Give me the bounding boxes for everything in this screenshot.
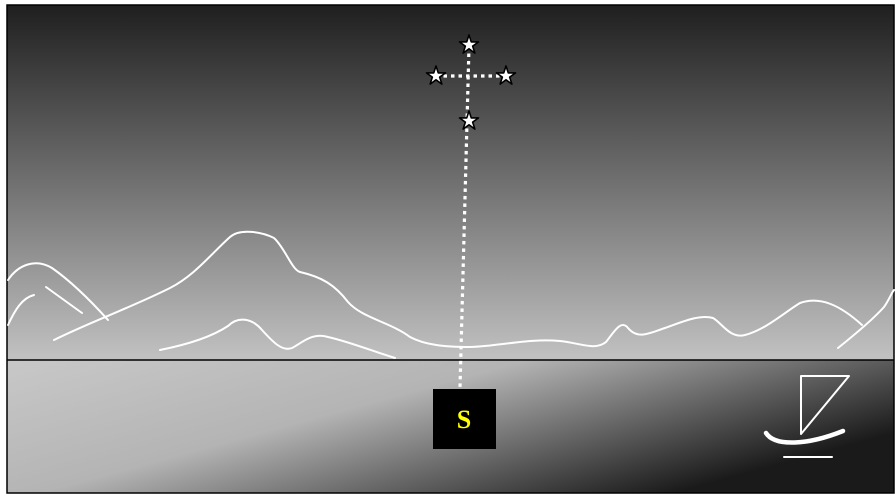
star-icon [425, 65, 447, 85]
pointer-line [458, 45, 471, 389]
star-icon [458, 34, 480, 54]
sky [7, 5, 894, 361]
mountain-front-hills [159, 318, 396, 359]
mountain-left-slope [45, 286, 83, 314]
boat-hull [763, 428, 846, 445]
mountain-lines [7, 230, 895, 359]
south-marker-box [433, 389, 496, 449]
mountain-left-peak [7, 262, 109, 321]
southern-cross-icon [425, 34, 517, 130]
south-marker-label: S [457, 405, 471, 434]
star-icon [458, 110, 480, 130]
star-icon [495, 65, 517, 85]
boat-sail [800, 375, 850, 435]
mountain-right-edge [837, 289, 895, 349]
south-marker: S [433, 389, 496, 449]
mountain-main [53, 230, 863, 348]
sailboat-icon [763, 375, 850, 458]
mountain-left-ridge [7, 294, 35, 326]
frame [6, 4, 895, 494]
